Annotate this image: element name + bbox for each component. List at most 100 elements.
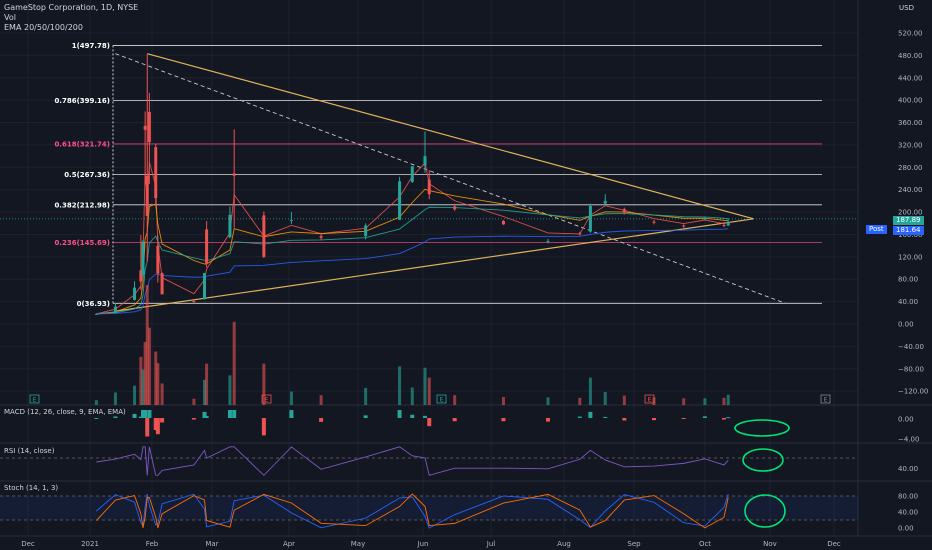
- candle-body: [364, 225, 368, 237]
- candle-body: [94, 313, 98, 315]
- stoch-k-line: [96, 493, 729, 529]
- macd-histogram-bar: [289, 410, 294, 418]
- macd-histogram-bar: [204, 415, 209, 418]
- price-tick-label: −120.00: [898, 388, 928, 396]
- macd-histogram-bar: [261, 418, 266, 436]
- rsi-title: RSI (14, close): [4, 447, 55, 455]
- macd-histogram-bar: [577, 416, 582, 418]
- fib-level-label: 0.786(399.16): [54, 97, 110, 105]
- volume-bar: [722, 397, 726, 405]
- stoch-title: Stoch (14, 1, 3): [4, 484, 59, 492]
- macd-histogram-bar: [160, 418, 165, 423]
- volume-bar: [147, 327, 151, 405]
- ema-label: EMA 20/50/100/200: [4, 23, 83, 32]
- volume-bar: [410, 387, 414, 405]
- macd-histogram-bar: [702, 416, 707, 418]
- candle-body: [453, 206, 457, 210]
- chart-title: GameStop Corporation, 1D, NYSE: [4, 3, 139, 12]
- volume-bar: [141, 369, 145, 405]
- macd-histogram-bar: [397, 410, 402, 418]
- price-tick-label: 440.00: [898, 74, 923, 82]
- earnings-marker: [820, 394, 831, 404]
- time-tick-label: May: [351, 540, 365, 548]
- candle-body: [262, 215, 266, 257]
- time-tick-label: Oct: [699, 540, 711, 548]
- macd-histogram-bar: [145, 418, 150, 437]
- stoch-tick-label: 40.00: [898, 509, 918, 517]
- candle-body: [578, 233, 582, 235]
- ema20-line: [96, 161, 729, 315]
- macd-title: MACD (12, 26, close, 9, EMA, EMA): [4, 408, 126, 416]
- candle-body: [726, 221, 730, 226]
- trendline-triangle-lower: [115, 218, 754, 312]
- macd-histogram-bar: [427, 418, 432, 427]
- candle-body: [156, 245, 160, 274]
- candle-body: [501, 221, 505, 225]
- stoch-tick-label: 80.00: [898, 493, 918, 501]
- macd-histogram-bar: [410, 414, 415, 418]
- macd-histogram-bar: [721, 418, 726, 420]
- volume-bar: [192, 398, 196, 405]
- trendline-dashed-line: [115, 53, 786, 304]
- volume-bar: [133, 385, 137, 405]
- volume-bar: [398, 366, 402, 405]
- rsi-tick-label: 40.00: [898, 465, 918, 473]
- macd-histogram-bar: [588, 411, 593, 418]
- time-tick-label: Sep: [627, 540, 641, 548]
- volume-bar: [319, 395, 323, 405]
- fib-level-label: 0.5(267.36): [64, 171, 110, 179]
- volume-bar: [145, 285, 149, 405]
- volume-bar: [588, 377, 592, 405]
- highlight-circle-rsi: [742, 448, 784, 472]
- time-tick-label: 2021: [81, 540, 99, 548]
- price-tick-label: 280.00: [898, 164, 923, 172]
- stoch-tick-label: 0.00: [898, 525, 914, 533]
- volume-bar: [94, 400, 98, 405]
- post-label: Post: [866, 225, 887, 234]
- macd-histogram-bar: [191, 418, 196, 420]
- fib-level-label: 0(36.93): [77, 300, 110, 308]
- secondary-price-tag: 187.89: [893, 216, 924, 225]
- macd-histogram-bar: [147, 410, 152, 418]
- candle-body: [427, 179, 431, 195]
- stoch-d-line: [96, 493, 729, 529]
- price-tick-label: 480.00: [898, 52, 923, 60]
- candle-body: [289, 219, 293, 221]
- volume-bar: [202, 379, 206, 405]
- volume-bar: [262, 363, 266, 405]
- price-tick-label: 80.00: [898, 276, 918, 284]
- macd-histogram-bar: [141, 410, 146, 418]
- macd-histogram-bar: [132, 413, 137, 418]
- earnings-marker-label: E: [265, 397, 269, 404]
- volume-bar: [578, 397, 582, 405]
- candle-body: [546, 241, 550, 243]
- macd-histogram-bar: [452, 418, 457, 422]
- candle-body: [147, 111, 151, 143]
- volume-bar: [603, 392, 607, 405]
- price-tick-label: 240.00: [898, 186, 923, 194]
- macd-histogram-bar: [227, 410, 232, 418]
- macd-histogram-bar: [652, 418, 657, 421]
- candle-body: [133, 287, 137, 300]
- candle-body: [228, 214, 232, 238]
- time-tick-label: Nov: [763, 540, 777, 548]
- volume-bar: [228, 375, 232, 405]
- volume-bar: [726, 394, 730, 405]
- volume-bar: [364, 387, 368, 405]
- price-tick-label: −80.00: [898, 365, 924, 373]
- price-tick-label: 320.00: [898, 141, 923, 149]
- candle-body: [603, 200, 607, 204]
- candle-body: [682, 225, 686, 227]
- candle-body: [319, 236, 323, 238]
- candle-body: [192, 301, 196, 303]
- candle-body: [703, 218, 707, 220]
- candle-body: [143, 125, 147, 130]
- price-tick-label: 200.00: [898, 209, 923, 217]
- macd-histogram-bar: [143, 410, 148, 418]
- candle-body: [141, 241, 145, 275]
- highlight-circle-macd: [734, 419, 790, 437]
- macd-histogram-bar: [319, 418, 324, 422]
- volume-label: Vol: [4, 13, 16, 22]
- price-tick-label: 120.00: [898, 253, 923, 261]
